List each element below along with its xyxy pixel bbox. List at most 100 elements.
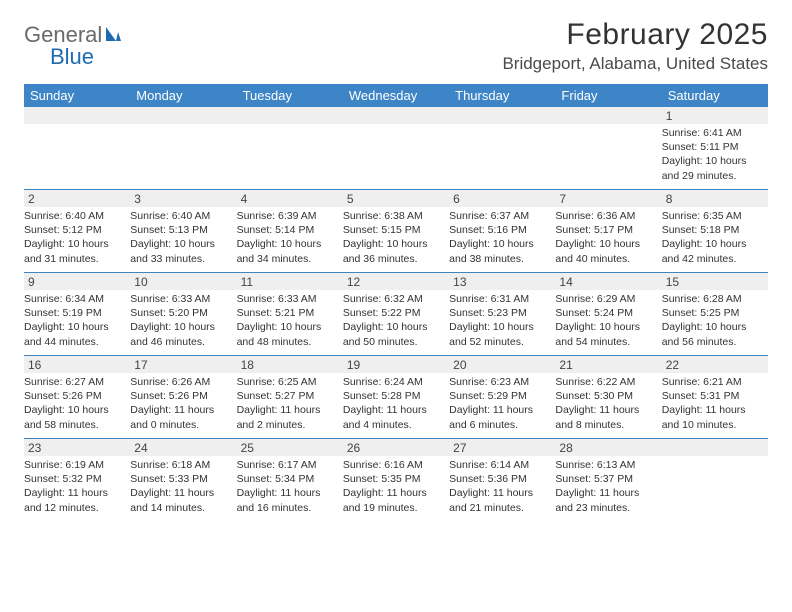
day-number: 7 xyxy=(555,190,661,207)
calendar-day-cell: 2Sunrise: 6:40 AMSunset: 5:12 PMDaylight… xyxy=(24,190,130,272)
calendar-day-cell: 8Sunrise: 6:35 AMSunset: 5:18 PMDaylight… xyxy=(662,190,768,272)
sunrise-line: Sunrise: 6:23 AM xyxy=(449,375,551,389)
weekday-header-cell: Tuesday xyxy=(237,84,343,107)
daylight-line: Daylight: 10 hours and 58 minutes. xyxy=(24,403,126,431)
calendar-day-cell: 5Sunrise: 6:38 AMSunset: 5:15 PMDaylight… xyxy=(343,190,449,272)
calendar-day-cell: 4Sunrise: 6:39 AMSunset: 5:14 PMDaylight… xyxy=(237,190,343,272)
sunset-line: Sunset: 5:16 PM xyxy=(449,223,551,237)
sunrise-line: Sunrise: 6:27 AM xyxy=(24,375,126,389)
sunrise-line: Sunrise: 6:18 AM xyxy=(130,458,232,472)
sunset-line: Sunset: 5:30 PM xyxy=(555,389,657,403)
sunset-line: Sunset: 5:29 PM xyxy=(449,389,551,403)
daylight-line: Daylight: 10 hours and 36 minutes. xyxy=(343,237,445,265)
sunset-line: Sunset: 5:35 PM xyxy=(343,472,445,486)
day-number: 2 xyxy=(24,190,130,207)
sunrise-line: Sunrise: 6:37 AM xyxy=(449,209,551,223)
day-body: Sunrise: 6:37 AMSunset: 5:16 PMDaylight:… xyxy=(449,207,555,268)
daylight-line: Daylight: 11 hours and 14 minutes. xyxy=(130,486,232,514)
sunset-line: Sunset: 5:11 PM xyxy=(662,140,764,154)
calendar-day-cell: 19Sunrise: 6:24 AMSunset: 5:28 PMDayligh… xyxy=(343,356,449,438)
weekday-header-row: SundayMondayTuesdayWednesdayThursdayFrid… xyxy=(24,84,768,107)
day-body: Sunrise: 6:32 AMSunset: 5:22 PMDaylight:… xyxy=(343,290,449,351)
daylight-line: Daylight: 10 hours and 31 minutes. xyxy=(24,237,126,265)
sail-icon xyxy=(104,24,122,46)
empty-day-bar xyxy=(343,107,449,124)
daylight-line: Daylight: 11 hours and 12 minutes. xyxy=(24,486,126,514)
sunset-line: Sunset: 5:20 PM xyxy=(130,306,232,320)
empty-day-bar xyxy=(662,439,768,456)
daylight-line: Daylight: 10 hours and 42 minutes. xyxy=(662,237,764,265)
brand-logo: General Blue xyxy=(24,18,122,68)
sunset-line: Sunset: 5:21 PM xyxy=(237,306,339,320)
sunrise-line: Sunrise: 6:14 AM xyxy=(449,458,551,472)
weekday-header-cell: Wednesday xyxy=(343,84,449,107)
daylight-line: Daylight: 10 hours and 33 minutes. xyxy=(130,237,232,265)
title-block: February 2025 Bridgeport, Alabama, Unite… xyxy=(502,18,768,74)
month-title: February 2025 xyxy=(502,18,768,52)
day-number: 27 xyxy=(449,439,555,456)
calendar-day-cell xyxy=(343,107,449,189)
sunset-line: Sunset: 5:19 PM xyxy=(24,306,126,320)
day-body: Sunrise: 6:18 AMSunset: 5:33 PMDaylight:… xyxy=(130,456,236,517)
sunrise-line: Sunrise: 6:21 AM xyxy=(662,375,764,389)
calendar-day-cell: 1Sunrise: 6:41 AMSunset: 5:11 PMDaylight… xyxy=(662,107,768,189)
sunset-line: Sunset: 5:25 PM xyxy=(662,306,764,320)
day-body: Sunrise: 6:39 AMSunset: 5:14 PMDaylight:… xyxy=(237,207,343,268)
day-body: Sunrise: 6:24 AMSunset: 5:28 PMDaylight:… xyxy=(343,373,449,434)
day-number: 9 xyxy=(24,273,130,290)
daylight-line: Daylight: 11 hours and 8 minutes. xyxy=(555,403,657,431)
daylight-line: Daylight: 10 hours and 29 minutes. xyxy=(662,154,764,182)
sunrise-line: Sunrise: 6:25 AM xyxy=(237,375,339,389)
sunset-line: Sunset: 5:22 PM xyxy=(343,306,445,320)
sunrise-line: Sunrise: 6:29 AM xyxy=(555,292,657,306)
empty-day-bar xyxy=(130,107,236,124)
day-number: 28 xyxy=(555,439,661,456)
empty-day-bar xyxy=(237,107,343,124)
day-body: Sunrise: 6:35 AMSunset: 5:18 PMDaylight:… xyxy=(662,207,768,268)
calendar-week-row: 23Sunrise: 6:19 AMSunset: 5:32 PMDayligh… xyxy=(24,438,768,521)
weekday-header-cell: Sunday xyxy=(24,84,130,107)
sunset-line: Sunset: 5:26 PM xyxy=(130,389,232,403)
daylight-line: Daylight: 11 hours and 4 minutes. xyxy=(343,403,445,431)
sunset-line: Sunset: 5:17 PM xyxy=(555,223,657,237)
day-body: Sunrise: 6:38 AMSunset: 5:15 PMDaylight:… xyxy=(343,207,449,268)
sunset-line: Sunset: 5:23 PM xyxy=(449,306,551,320)
calendar-day-cell: 17Sunrise: 6:26 AMSunset: 5:26 PMDayligh… xyxy=(130,356,236,438)
sunset-line: Sunset: 5:13 PM xyxy=(130,223,232,237)
empty-day-bar xyxy=(24,107,130,124)
day-number: 18 xyxy=(237,356,343,373)
calendar-day-cell: 13Sunrise: 6:31 AMSunset: 5:23 PMDayligh… xyxy=(449,273,555,355)
day-number: 17 xyxy=(130,356,236,373)
day-body: Sunrise: 6:28 AMSunset: 5:25 PMDaylight:… xyxy=(662,290,768,351)
sunrise-line: Sunrise: 6:41 AM xyxy=(662,126,764,140)
empty-day-bar xyxy=(555,107,661,124)
day-number: 21 xyxy=(555,356,661,373)
day-number: 13 xyxy=(449,273,555,290)
calendar-day-cell xyxy=(555,107,661,189)
calendar-day-cell: 21Sunrise: 6:22 AMSunset: 5:30 PMDayligh… xyxy=(555,356,661,438)
calendar-day-cell: 12Sunrise: 6:32 AMSunset: 5:22 PMDayligh… xyxy=(343,273,449,355)
day-number: 10 xyxy=(130,273,236,290)
sunrise-line: Sunrise: 6:16 AM xyxy=(343,458,445,472)
day-number: 8 xyxy=(662,190,768,207)
day-body: Sunrise: 6:19 AMSunset: 5:32 PMDaylight:… xyxy=(24,456,130,517)
day-body: Sunrise: 6:22 AMSunset: 5:30 PMDaylight:… xyxy=(555,373,661,434)
sunrise-line: Sunrise: 6:39 AM xyxy=(237,209,339,223)
day-number: 4 xyxy=(237,190,343,207)
calendar-weeks-container: 1Sunrise: 6:41 AMSunset: 5:11 PMDaylight… xyxy=(24,107,768,521)
daylight-line: Daylight: 10 hours and 38 minutes. xyxy=(449,237,551,265)
calendar-day-cell: 26Sunrise: 6:16 AMSunset: 5:35 PMDayligh… xyxy=(343,439,449,521)
day-number: 24 xyxy=(130,439,236,456)
calendar-day-cell: 18Sunrise: 6:25 AMSunset: 5:27 PMDayligh… xyxy=(237,356,343,438)
day-body: Sunrise: 6:23 AMSunset: 5:29 PMDaylight:… xyxy=(449,373,555,434)
day-body: Sunrise: 6:21 AMSunset: 5:31 PMDaylight:… xyxy=(662,373,768,434)
day-body: Sunrise: 6:25 AMSunset: 5:27 PMDaylight:… xyxy=(237,373,343,434)
sunrise-line: Sunrise: 6:26 AM xyxy=(130,375,232,389)
day-body: Sunrise: 6:27 AMSunset: 5:26 PMDaylight:… xyxy=(24,373,130,434)
sunrise-line: Sunrise: 6:34 AM xyxy=(24,292,126,306)
sunrise-line: Sunrise: 6:32 AM xyxy=(343,292,445,306)
calendar-day-cell: 3Sunrise: 6:40 AMSunset: 5:13 PMDaylight… xyxy=(130,190,236,272)
daylight-line: Daylight: 10 hours and 40 minutes. xyxy=(555,237,657,265)
calendar-day-cell: 15Sunrise: 6:28 AMSunset: 5:25 PMDayligh… xyxy=(662,273,768,355)
daylight-line: Daylight: 10 hours and 46 minutes. xyxy=(130,320,232,348)
